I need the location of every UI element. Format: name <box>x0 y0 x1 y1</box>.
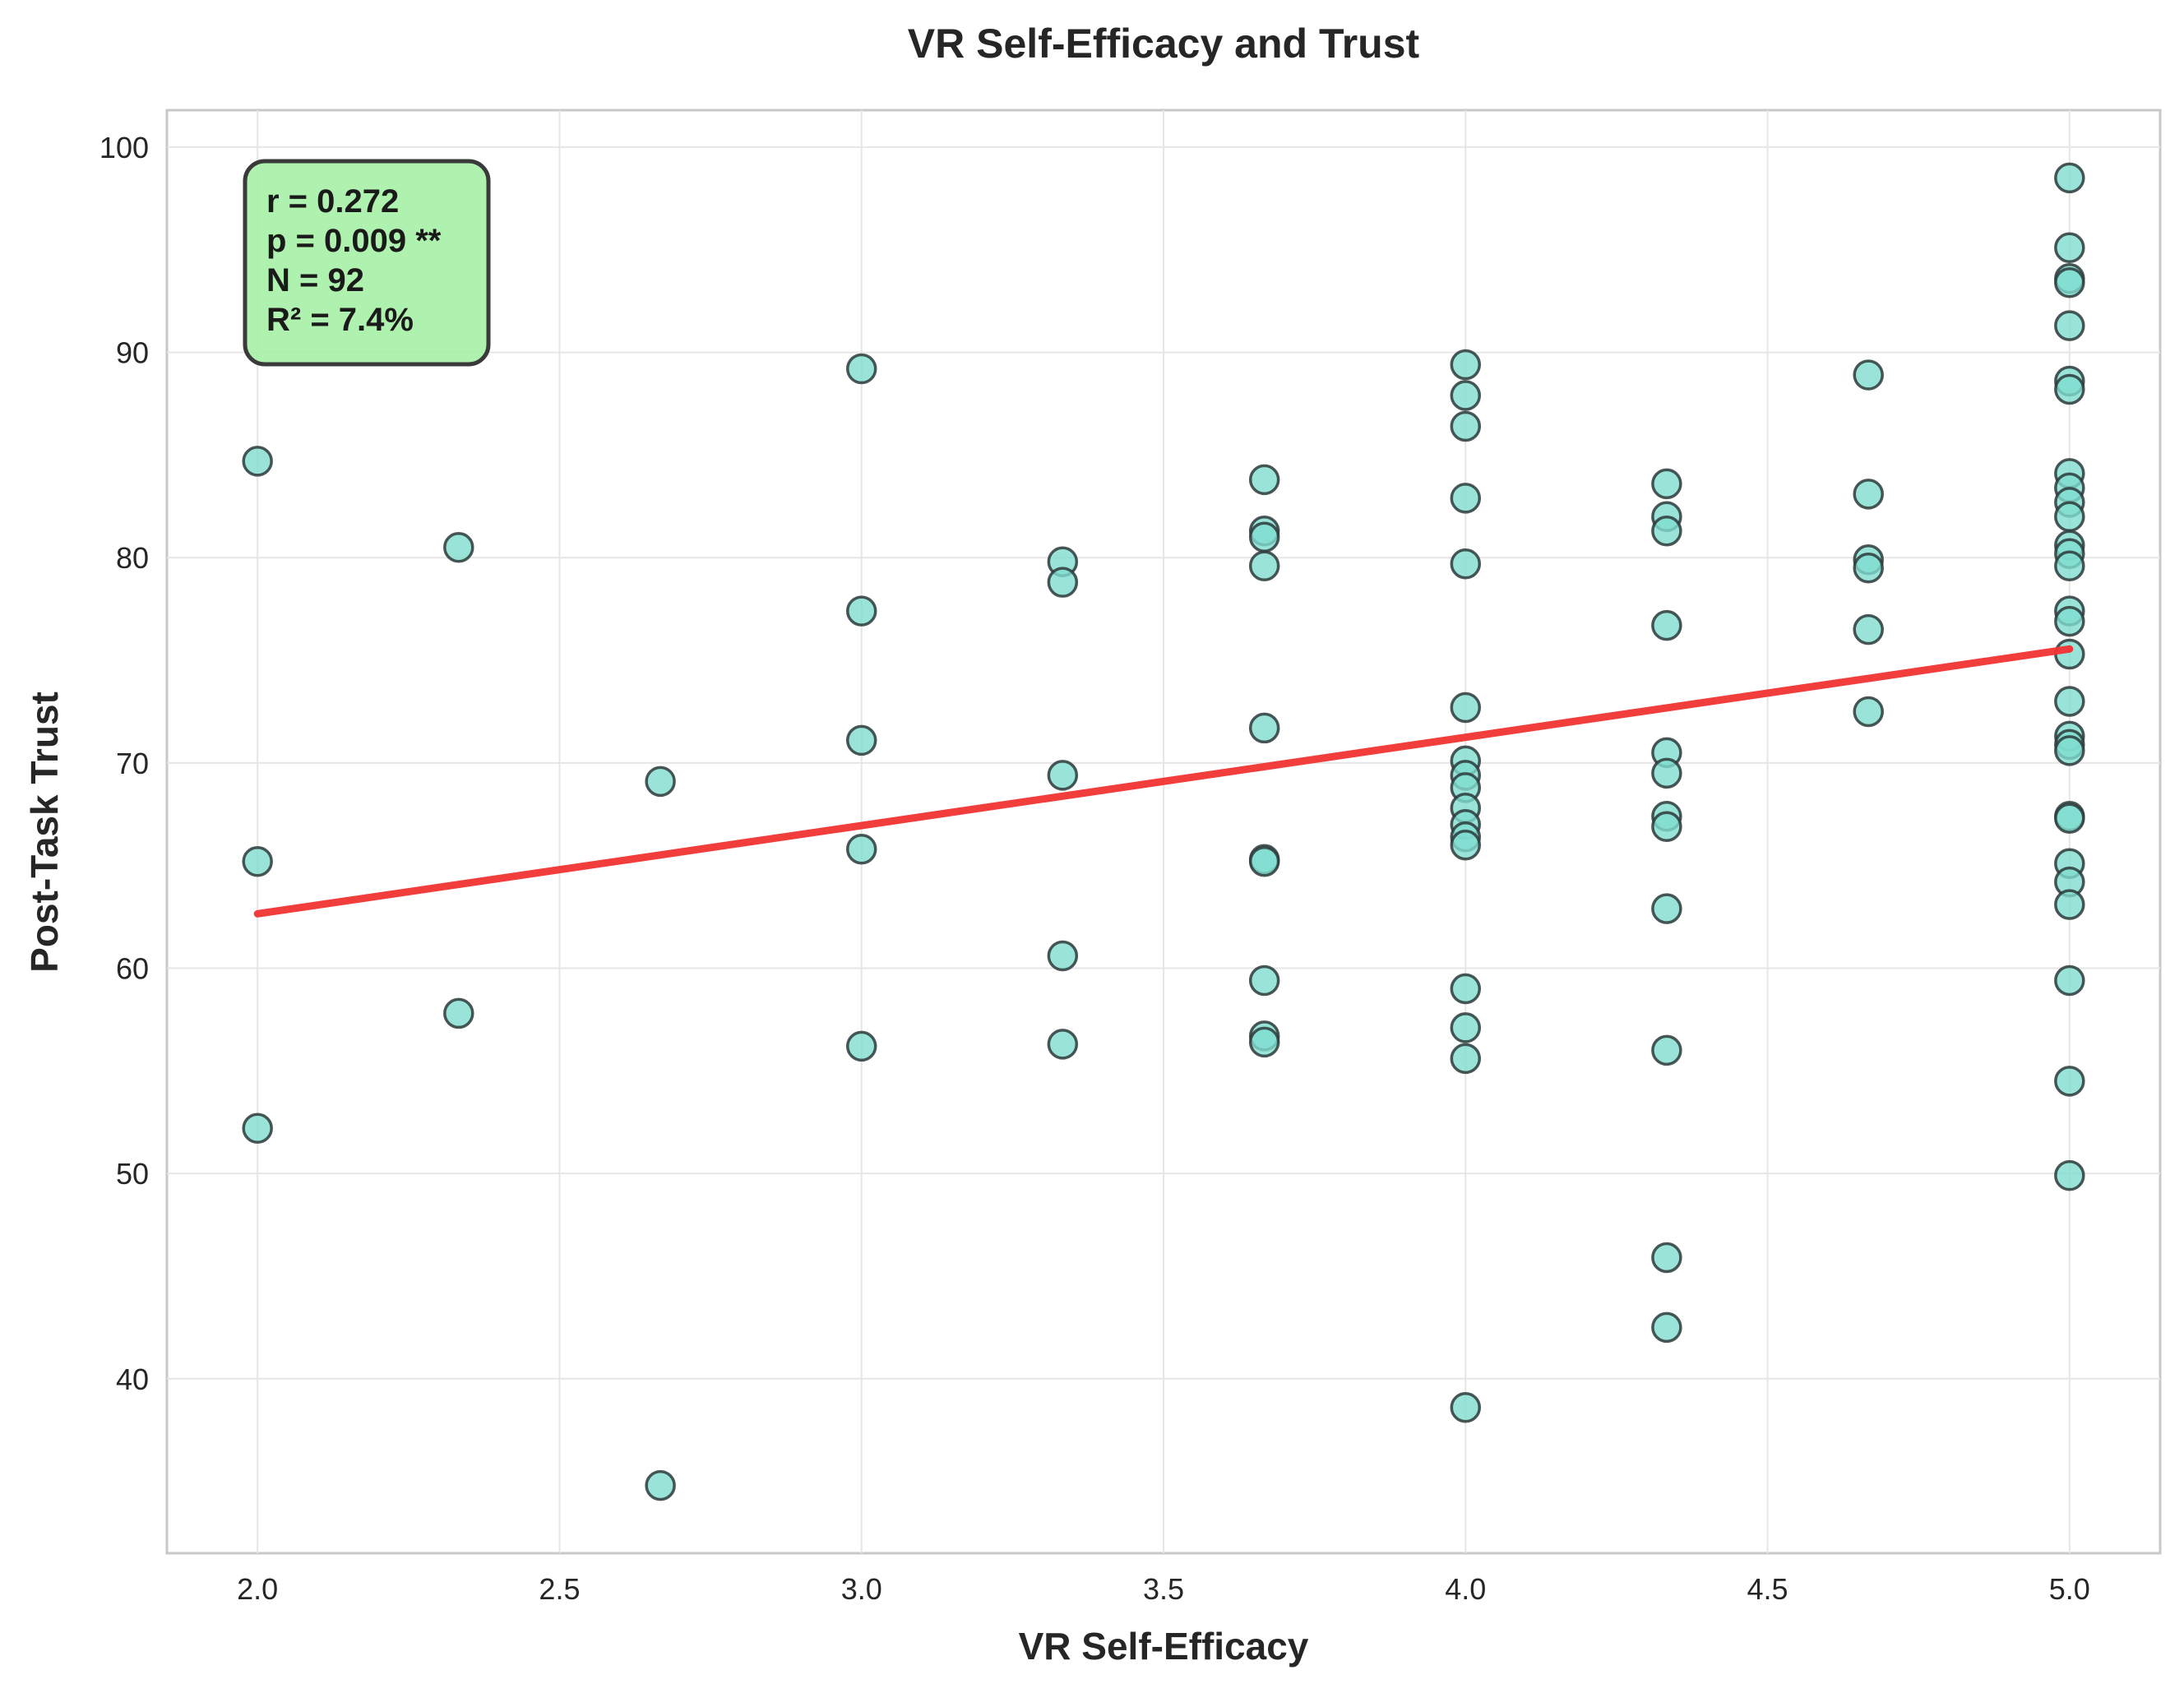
data-point <box>2054 501 2085 533</box>
data-point <box>845 724 877 756</box>
data-point <box>1248 1026 1280 1058</box>
data-point <box>1450 692 1482 724</box>
y-tick-label: 50 <box>116 1157 149 1191</box>
stats-p: p = 0.009 ** <box>266 223 442 259</box>
trend-line <box>253 645 2074 918</box>
data-point <box>1047 567 1079 598</box>
y-tick-label: 90 <box>116 336 149 370</box>
data-point <box>242 845 273 877</box>
stats-box: r = 0.272 p = 0.009 ** N = 92 R² = 7.4% <box>243 159 491 367</box>
chart-title: VR Self-Efficacy and Trust <box>908 21 1420 67</box>
data-point <box>2054 605 2085 637</box>
x-tick-label: 4.0 <box>1445 1572 1486 1606</box>
data-point <box>1047 940 1079 972</box>
stats-r-squared: R² = 7.4% <box>266 302 414 338</box>
data-point <box>1450 1043 1482 1075</box>
x-tick-label: 3.0 <box>841 1572 882 1606</box>
data-point <box>1651 516 1682 547</box>
y-tick-label: 60 <box>116 952 149 986</box>
data-point <box>1651 609 1682 641</box>
data-point <box>645 766 676 798</box>
data-point <box>1248 964 1280 997</box>
data-point <box>1450 349 1482 381</box>
data-point <box>242 1112 273 1144</box>
y-axis-label: Post-Task Trust <box>23 692 66 973</box>
data-point <box>1651 1311 1682 1344</box>
data-point <box>1450 380 1482 411</box>
data-point <box>2054 964 2085 997</box>
data-point <box>1248 845 1280 877</box>
data-point <box>845 1030 877 1062</box>
data-point <box>1248 464 1280 496</box>
y-tick-label: 40 <box>116 1362 149 1396</box>
y-tick-label: 80 <box>116 541 149 575</box>
stats-box-background <box>243 159 491 367</box>
data-point <box>1248 712 1280 744</box>
data-point <box>1450 1392 1482 1423</box>
x-axis-ticks: 2.0 2.5 3.0 3.5 4.0 4.5 5.0 <box>237 1572 2090 1606</box>
data-point <box>1450 973 1482 1005</box>
stats-n: N = 92 <box>266 262 364 298</box>
x-tick-label: 5.0 <box>2049 1572 2090 1606</box>
data-point <box>1047 1029 1079 1060</box>
y-tick-label: 70 <box>116 747 149 780</box>
grid-lines <box>167 110 2160 1553</box>
data-point <box>443 531 474 563</box>
data-point <box>1651 468 1682 500</box>
data-point <box>2054 162 2085 194</box>
x-axis-label: VR Self-Efficacy <box>1019 1625 1309 1668</box>
data-point <box>845 595 877 627</box>
stats-r: r = 0.272 <box>266 183 399 220</box>
x-tick-label: 2.0 <box>237 1572 278 1606</box>
data-point <box>2054 1159 2085 1191</box>
data-point <box>2054 373 2085 405</box>
data-point <box>2054 1066 2085 1097</box>
data-point <box>1450 548 1482 580</box>
data-point <box>1651 811 1682 843</box>
data-point <box>1853 696 1884 728</box>
data-points <box>242 162 2085 1501</box>
data-point <box>1853 479 1884 510</box>
data-point <box>845 833 877 865</box>
data-point <box>242 446 273 477</box>
data-point <box>1248 521 1280 553</box>
data-point <box>443 997 474 1029</box>
data-point <box>2054 310 2085 341</box>
x-tick-label: 4.5 <box>1747 1572 1788 1606</box>
data-point <box>2054 735 2085 766</box>
data-point <box>1450 829 1482 861</box>
data-point <box>1248 550 1280 581</box>
x-tick-label: 3.5 <box>1143 1572 1184 1606</box>
data-point <box>1651 1242 1682 1274</box>
x-tick-label: 2.5 <box>539 1572 580 1606</box>
data-point <box>2054 550 2085 581</box>
data-point <box>2054 266 2085 298</box>
data-point <box>2054 686 2085 717</box>
data-point <box>2054 803 2085 835</box>
data-point <box>1450 1012 1482 1043</box>
data-point <box>1651 1034 1682 1066</box>
data-point <box>2054 232 2085 264</box>
data-point <box>2054 889 2085 920</box>
data-point <box>1450 483 1482 514</box>
data-point <box>845 353 877 385</box>
y-axis-ticks: 40 50 60 70 80 90 100 <box>99 131 149 1396</box>
data-point <box>1853 552 1884 584</box>
data-point <box>1651 757 1682 789</box>
data-point <box>1853 359 1884 391</box>
data-point <box>1047 760 1079 791</box>
data-point <box>645 1469 676 1501</box>
y-tick-label: 100 <box>99 131 149 164</box>
data-point <box>1651 893 1682 924</box>
data-point <box>1450 410 1482 442</box>
data-point <box>1853 613 1884 645</box>
